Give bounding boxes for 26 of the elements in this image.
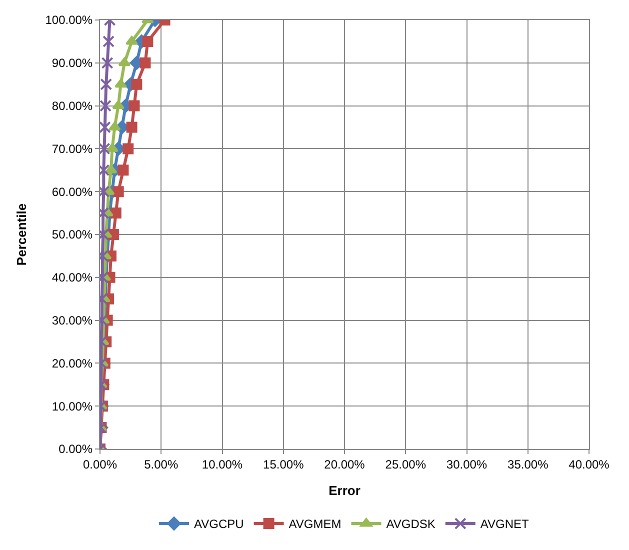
- legend-label: AVGNET: [480, 517, 530, 532]
- y-tick-label: 70.00%: [52, 142, 93, 156]
- y-tick-label: 10.00%: [52, 399, 93, 414]
- y-tick-label: 100.00%: [45, 13, 93, 28]
- x-tick-label: 15.00%: [263, 457, 304, 472]
- y-tick-label: 30.00%: [52, 314, 93, 328]
- x-tick-label: 30.00%: [446, 457, 488, 472]
- y-tick-label: 20.00%: [52, 356, 93, 370]
- y-tick-label: 60.00%: [52, 184, 93, 199]
- y-axis-title: Percentile: [14, 203, 30, 266]
- x-tick-label: 20.00%: [324, 457, 366, 472]
- x-axis-title: Error: [328, 483, 360, 498]
- x-tick-label: 0.00%: [82, 457, 118, 472]
- x-tick-label: 5.00%: [144, 457, 178, 472]
- y-tick-label: 50.00%: [52, 228, 93, 242]
- x-tick-label: 40.00%: [568, 457, 610, 472]
- y-tick-label: 40.00%: [52, 270, 93, 285]
- y-tick-label: 80.00%: [52, 99, 93, 113]
- legend-label: AVGCPU: [194, 517, 244, 532]
- y-tick-label: 90.00%: [52, 56, 93, 70]
- legend-label: AVGMEM: [288, 517, 342, 532]
- legend-label: AVGDSK: [386, 517, 436, 532]
- x-tick-label: 25.00%: [385, 457, 426, 472]
- x-tick-label: 35.00%: [508, 457, 549, 472]
- x-tick-label: 10.00%: [202, 457, 243, 472]
- y-tick-label: 0.00%: [58, 442, 93, 456]
